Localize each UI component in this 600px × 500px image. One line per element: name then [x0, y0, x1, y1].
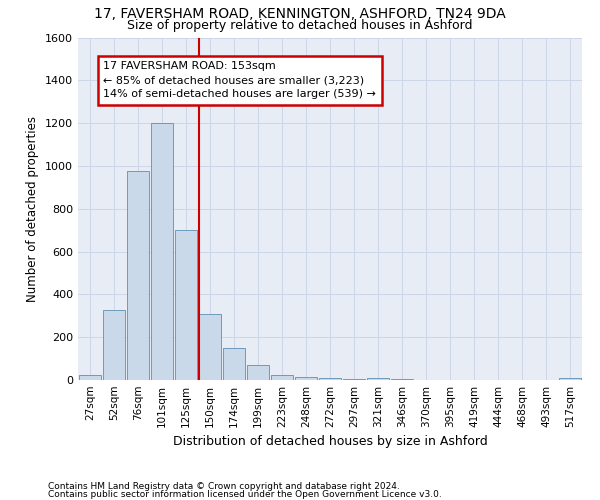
- Bar: [295, 377, 317, 380]
- Bar: [151, 123, 173, 380]
- Bar: [343, 379, 365, 380]
- Bar: [127, 172, 149, 380]
- Text: Contains public sector information licensed under the Open Government Licence v3: Contains public sector information licen…: [48, 490, 442, 499]
- X-axis label: Distribution of detached houses by size in Ashford: Distribution of detached houses by size …: [173, 436, 487, 448]
- Bar: [391, 379, 413, 380]
- Bar: [367, 378, 389, 380]
- Text: 17 FAVERSHAM ROAD: 153sqm
← 85% of detached houses are smaller (3,223)
14% of se: 17 FAVERSHAM ROAD: 153sqm ← 85% of detac…: [103, 62, 376, 100]
- Bar: [319, 378, 341, 380]
- Bar: [175, 230, 197, 380]
- Bar: [247, 365, 269, 380]
- Bar: [271, 374, 293, 380]
- Bar: [199, 314, 221, 380]
- Text: 17, FAVERSHAM ROAD, KENNINGTON, ASHFORD, TN24 9DA: 17, FAVERSHAM ROAD, KENNINGTON, ASHFORD,…: [94, 8, 506, 22]
- Y-axis label: Number of detached properties: Number of detached properties: [26, 116, 40, 302]
- Bar: [559, 378, 581, 380]
- Bar: [223, 348, 245, 380]
- Bar: [79, 374, 101, 380]
- Text: Contains HM Land Registry data © Crown copyright and database right 2024.: Contains HM Land Registry data © Crown c…: [48, 482, 400, 491]
- Bar: [103, 310, 125, 380]
- Text: Size of property relative to detached houses in Ashford: Size of property relative to detached ho…: [127, 19, 473, 32]
